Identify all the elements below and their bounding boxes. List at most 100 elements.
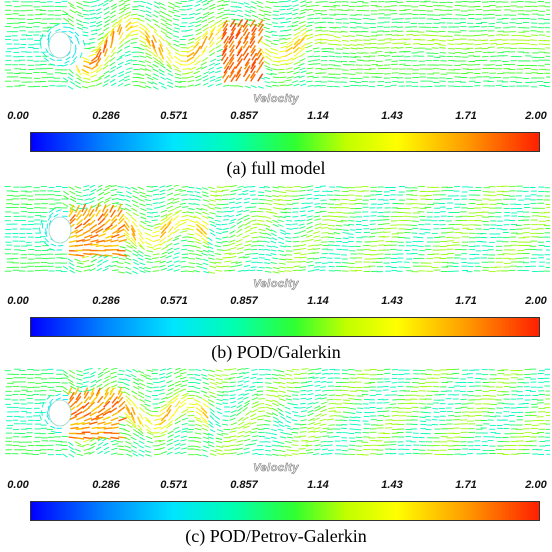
velocity-vector xyxy=(181,249,187,250)
velocity-vector xyxy=(266,400,273,402)
velocity-vector xyxy=(321,237,328,238)
velocity-vector xyxy=(77,27,83,29)
velocity-vector xyxy=(161,415,167,421)
velocity-vector xyxy=(196,258,202,260)
velocity-vector xyxy=(272,64,279,65)
velocity-vector xyxy=(146,436,152,438)
velocity-vector xyxy=(146,429,152,433)
velocity-vector xyxy=(174,261,180,263)
velocity-vector xyxy=(271,43,278,44)
velocity-vector xyxy=(188,241,195,242)
velocity-vector xyxy=(294,266,301,267)
velocity-vector xyxy=(216,242,222,243)
velocity-vector xyxy=(71,61,75,65)
velocity-vector xyxy=(229,222,235,224)
velocity-vector xyxy=(285,200,292,201)
velocity-vector xyxy=(245,14,251,16)
velocity-vector xyxy=(70,191,76,194)
panel-pod-galerkin: Velocity 0.00 0.286 0.571 0.857 1.14 1.4… xyxy=(0,185,552,369)
tick-label: 1.14 xyxy=(307,479,328,491)
velocity-vector xyxy=(230,440,237,441)
velocity-vector xyxy=(455,52,462,53)
velocity-vector xyxy=(187,9,193,10)
velocity-vector xyxy=(203,212,209,214)
velocity-vector xyxy=(147,216,153,217)
velocity-vector xyxy=(216,450,223,452)
velocity-vector xyxy=(320,431,327,432)
velocity-vector xyxy=(383,411,389,412)
velocity-vector xyxy=(321,382,327,383)
velocity-vector xyxy=(230,266,237,267)
velocity-vector xyxy=(390,404,396,405)
velocity-vector xyxy=(140,36,146,41)
velocity-vector xyxy=(217,187,224,188)
velocity-vector xyxy=(495,39,502,40)
velocity-vector xyxy=(187,411,194,412)
velocity-vector xyxy=(84,418,92,421)
velocity-vector xyxy=(83,40,84,46)
velocity-vector xyxy=(160,205,166,207)
velocity-vector xyxy=(133,454,138,457)
velocity-vector xyxy=(279,36,285,37)
velocity-vector xyxy=(237,211,243,213)
velocity-vector xyxy=(167,372,173,374)
velocity-vector xyxy=(190,22,196,24)
velocity-vector xyxy=(180,190,186,191)
velocity-vector xyxy=(250,432,256,433)
velocity-vector xyxy=(229,369,236,370)
velocity-vector xyxy=(195,24,201,26)
velocity-vector xyxy=(194,49,199,56)
velocity-vector xyxy=(125,72,131,74)
velocity-vector xyxy=(302,369,309,370)
velocity-vector xyxy=(439,41,446,42)
velocity-vector xyxy=(140,56,146,58)
velocity-vector xyxy=(244,70,249,77)
velocity-vector xyxy=(250,386,256,387)
velocity-vector xyxy=(160,377,166,379)
velocity-vector xyxy=(356,35,363,36)
velocity-vector xyxy=(132,200,138,203)
velocity-vector xyxy=(306,42,313,45)
velocity-vector xyxy=(196,379,202,380)
velocity-vector xyxy=(306,441,313,442)
velocity-vector xyxy=(124,392,130,396)
velocity-vector xyxy=(307,76,313,77)
velocity-vector xyxy=(202,378,208,380)
velocity-vector xyxy=(132,254,138,257)
velocity-vector xyxy=(103,27,109,31)
velocity-vector xyxy=(280,85,287,86)
velocity-vector xyxy=(117,267,124,268)
velocity-vector xyxy=(300,220,306,221)
velocity-vector xyxy=(244,187,250,188)
velocity-vector xyxy=(328,234,335,235)
velocity-vector xyxy=(203,387,209,389)
velocity-vector xyxy=(229,211,235,212)
velocity-vector xyxy=(194,71,200,74)
panel-caption: (a) full model xyxy=(0,158,552,179)
velocity-vector xyxy=(285,441,291,442)
velocity-vector xyxy=(167,399,173,404)
velocity-vector xyxy=(384,232,391,233)
velocity-vector xyxy=(103,205,107,213)
velocity-vector xyxy=(392,420,399,421)
velocity-vector xyxy=(278,250,284,251)
velocity-vector xyxy=(159,3,165,6)
velocity-vector xyxy=(75,48,76,53)
velocity-vector xyxy=(75,35,78,39)
velocity-vector xyxy=(97,24,103,27)
velocity-vector xyxy=(315,395,321,396)
velocity-vector xyxy=(215,246,221,247)
velocity-vector xyxy=(259,249,265,250)
velocity-vector xyxy=(404,44,411,45)
velocity-vector xyxy=(217,399,223,400)
velocity-vector xyxy=(264,217,271,219)
velocity-vector xyxy=(285,53,292,57)
velocity-vector xyxy=(77,445,84,447)
velocity-vector xyxy=(392,35,399,36)
velocity-vector xyxy=(306,34,313,36)
velocity-vector xyxy=(273,191,280,192)
tick-label: 0.00 xyxy=(7,110,28,122)
velocity-vector xyxy=(315,187,321,188)
velocity-vector xyxy=(138,6,144,7)
velocity-vector xyxy=(147,209,153,210)
